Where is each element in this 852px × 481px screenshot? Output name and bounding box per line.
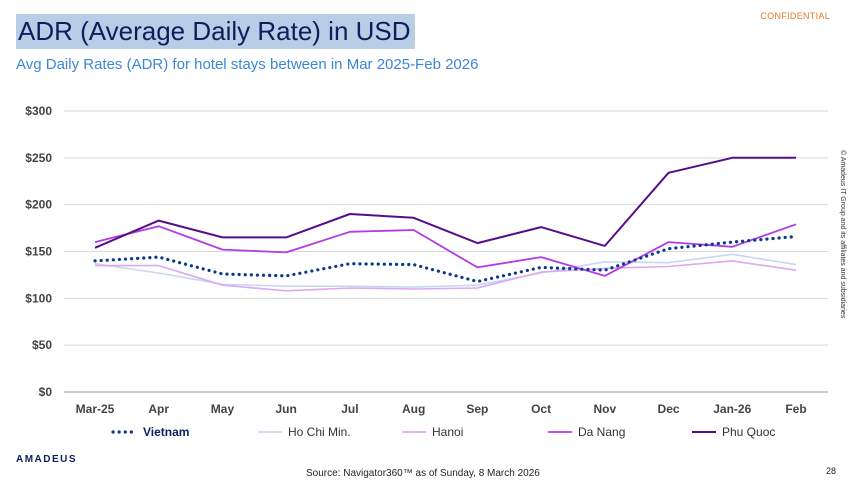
- series-line-da-nang: [94, 223, 797, 277]
- confidential-label: CONFIDENTIAL: [760, 11, 830, 21]
- page-number: 28: [825, 466, 836, 476]
- legend-label: Da Nang: [578, 425, 625, 439]
- y-tick-label: $250: [25, 151, 52, 165]
- y-tick-label: $50: [32, 338, 52, 352]
- x-tick-label: Jul: [341, 402, 358, 416]
- legend-label: Ho Chi Min.: [288, 425, 351, 439]
- legend-label: Phu Quoc: [722, 425, 775, 439]
- source-note: Source: Navigator360™ as of Sunday, 8 Ma…: [306, 468, 540, 479]
- series-line-phu-quoc: [94, 156, 796, 249]
- x-axis-ticks: Mar-25 Apr May Jun Jul Aug Sep Oct Nov Dec Jan-26 F…: [76, 402, 807, 416]
- grid-lines: [64, 110, 828, 393]
- y-tick-label: $0: [39, 385, 53, 399]
- legend-label: Vietnam: [143, 425, 189, 439]
- x-tick-label: Jun: [276, 402, 297, 416]
- x-tick-label: Aug: [402, 402, 425, 416]
- chart-legend: Vietnam Ho Chi Min. Hanoi Da Nang Phu Quoc: [111, 425, 775, 439]
- x-tick-label: May: [211, 402, 235, 416]
- series-line-ho-chi-min: [94, 253, 797, 288]
- x-tick-label: Apr: [148, 402, 169, 416]
- amadeus-logo: AMADEUS: [16, 454, 78, 465]
- y-tick-label: $300: [25, 104, 52, 118]
- legend-label: Hanoi: [432, 425, 463, 439]
- x-tick-label: Mar-25: [76, 402, 115, 416]
- series-line-vietnam: [93, 234, 798, 284]
- y-tick-label: $200: [25, 198, 52, 212]
- x-tick-label: Sep: [466, 402, 488, 416]
- y-tick-label: $150: [25, 245, 52, 259]
- x-tick-label: Dec: [658, 402, 680, 416]
- y-tick-label: $100: [25, 291, 52, 305]
- page-subtitle: Avg Daily Rates (ADR) for hotel stays be…: [16, 56, 479, 73]
- y-axis-ticks: $0 $50 $100 $150 $200 $250 $300: [25, 104, 52, 399]
- x-tick-label: Nov: [593, 402, 616, 416]
- page-title: ADR (Average Daily Rate) in USD: [16, 14, 415, 49]
- x-tick-label: Oct: [531, 402, 551, 416]
- series-lines: [93, 156, 798, 292]
- x-tick-label: Jan-26: [713, 402, 751, 416]
- series-line-hanoi: [95, 260, 797, 292]
- x-tick-label: Feb: [785, 402, 806, 416]
